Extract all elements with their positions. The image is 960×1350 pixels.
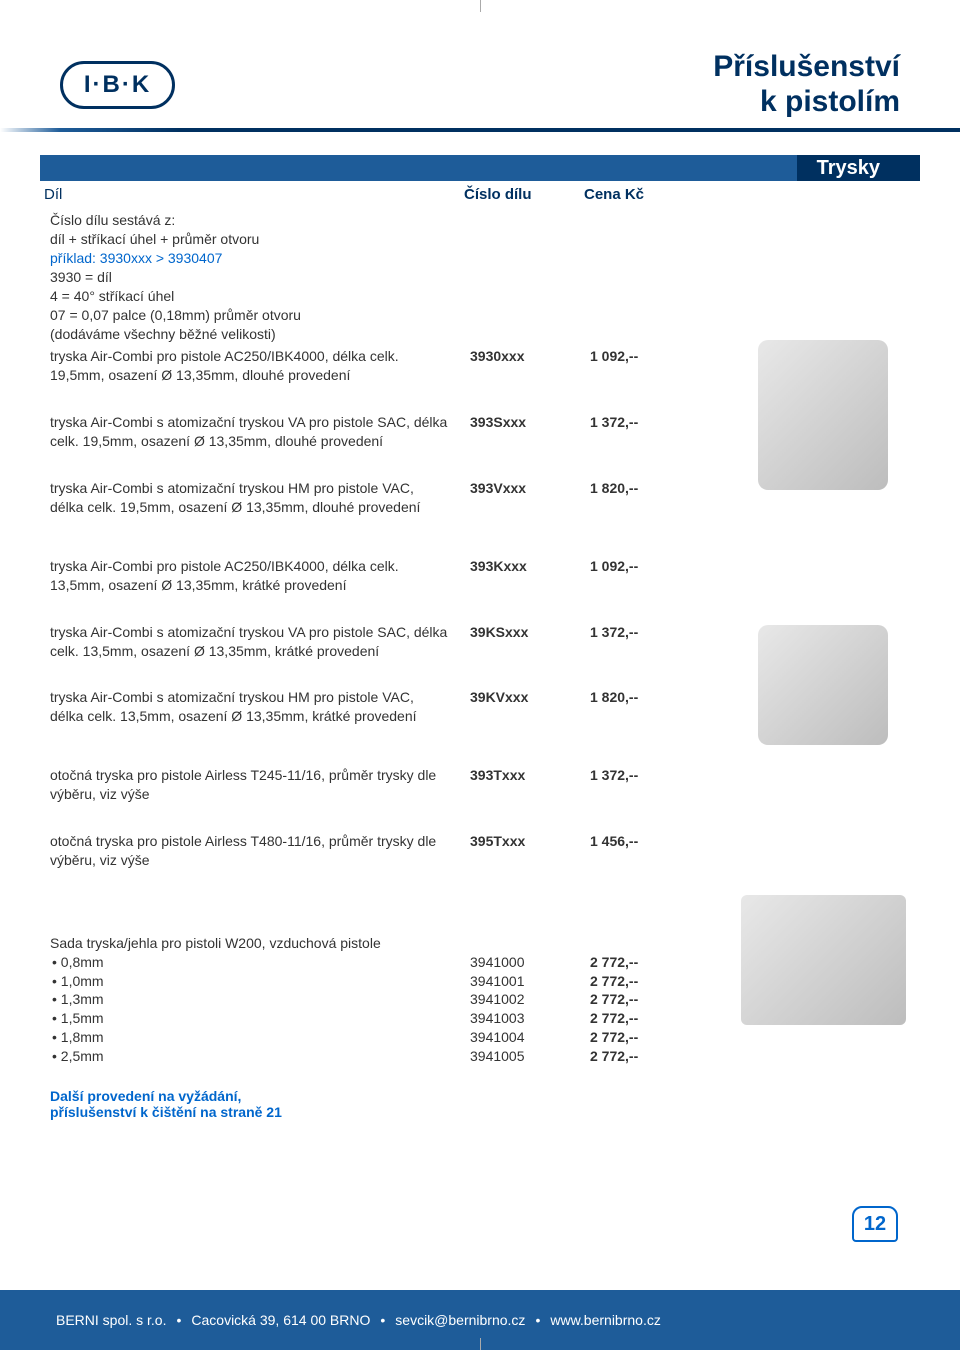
cell-desc: tryska Air-Combi pro pistole AC250/IBK40… (40, 555, 460, 597)
intro-row: Číslo dílu sestává z: díl + stříkací úhe… (40, 209, 690, 345)
cell-price: 1 456,-- (580, 830, 690, 872)
parts-table: Díl Číslo dílu Cena Kč Číslo dílu sestáv… (40, 181, 690, 1068)
cell-code: 393Vxxx (460, 477, 580, 519)
cell-price: 1 372,-- (580, 621, 690, 663)
cell-price: 1 820,-- (580, 686, 690, 728)
footer-sep: • (176, 1312, 181, 1328)
sada-code: 3941005 (470, 1047, 570, 1066)
list-item: 0,8mm (52, 953, 450, 972)
intro-line3: 3930 = díl (50, 268, 450, 287)
sada-title: Sada tryska/jehla pro pistoli W200, vzdu… (50, 934, 450, 953)
logo-mark: I·B·K (60, 61, 175, 109)
intro-example: příklad: 3930xxx > 3930407 (50, 249, 450, 268)
table-row: tryska Air-Combi s atomizační tryskou HM… (40, 477, 690, 519)
sada-price: 2 772,-- (590, 972, 680, 991)
note-block: Další provedení na vyžádání, příslušenst… (40, 1068, 920, 1140)
cell-desc: tryska Air-Combi s atomizační tryskou HM… (40, 686, 460, 728)
cell-desc: otočná tryska pro pistole Airless T245-1… (40, 764, 460, 806)
list-item: 1,0mm (52, 972, 450, 991)
table-row: tryska Air-Combi s atomizační tryskou HM… (40, 686, 690, 728)
footer-address: Cacovická 39, 614 00 BRNO (191, 1312, 370, 1328)
table-row: tryska Air-Combi s atomizační tryskou VA… (40, 411, 690, 453)
page-title: Příslušenství k pistolím (713, 50, 920, 119)
cell-code: 393Sxxx (460, 411, 580, 453)
col-header-code: Číslo dílu (460, 181, 580, 209)
footer-sep: • (380, 1312, 385, 1328)
sada-row: Sada tryska/jehla pro pistoli W200, vzdu… (40, 932, 690, 1068)
cell-code: 395Txxx (460, 830, 580, 872)
col-header-dil: Díl (40, 181, 460, 209)
intro-line6: (dodáváme všechny běžné velikosti) (50, 325, 450, 344)
sada-code: 3941001 (470, 972, 570, 991)
table-row: otočná tryska pro pistole Airless T480-1… (40, 830, 690, 872)
title-line2: k pistolím (713, 85, 900, 120)
intro-line4: 4 = 40° stříkací úhel (50, 287, 450, 306)
cell-price: 1 820,-- (580, 477, 690, 519)
cell-code: 3930xxx (460, 345, 580, 387)
col-header-price: Cena Kč (580, 181, 690, 209)
table-row: tryska Air-Combi s atomizační tryskou VA… (40, 621, 690, 663)
cell-desc: tryska Air-Combi pro pistole AC250/IBK40… (40, 345, 460, 387)
table-row: tryska Air-Combi pro pistole AC250/IBK40… (40, 345, 690, 387)
sada-price: 2 772,-- (590, 1047, 680, 1066)
cell-code: 393Kxxx (460, 555, 580, 597)
page-header: I·B·K Příslušenství k pistolím (40, 40, 920, 119)
header-underline (0, 128, 960, 132)
note-line1: Další provedení na vyžádání, (50, 1088, 910, 1104)
list-item: 1,3mm (52, 990, 450, 1009)
cell-desc: tryska Air-Combi s atomizační tryskou VA… (40, 621, 460, 663)
list-item: 1,8mm (52, 1028, 450, 1047)
sada-code: 3941000 (470, 953, 570, 972)
sada-price: 2 772,-- (590, 1028, 680, 1047)
page-number: 12 (852, 1206, 898, 1242)
footer-web: www.bernibrno.cz (550, 1312, 661, 1328)
intro-line5: 07 = 0,07 palce (0,18mm) průměr otvoru (50, 306, 450, 325)
sada-code: 3941004 (470, 1028, 570, 1047)
product-image-nozzle-short (758, 625, 888, 745)
note-line2: příslušenství k čištění na straně 21 (50, 1104, 910, 1120)
sada-price: 2 772,-- (590, 953, 680, 972)
list-item: 1,5mm (52, 1009, 450, 1028)
table-row: tryska Air-Combi pro pistole AC250/IBK40… (40, 555, 690, 597)
list-item: 2,5mm (52, 1047, 450, 1066)
intro-line1: Číslo dílu sestává z: (50, 211, 450, 230)
cell-price: 1 372,-- (580, 411, 690, 453)
cell-desc: otočná tryska pro pistole Airless T480-1… (40, 830, 460, 872)
section-label: Trysky (797, 155, 920, 181)
sada-price: 2 772,-- (590, 1009, 680, 1028)
intro-line2: díl + stříkací úhel + průměr otvoru (50, 230, 450, 249)
footer-sep: • (535, 1312, 540, 1328)
cell-price: 1 372,-- (580, 764, 690, 806)
footer-email: sevcik@bernibrno.cz (395, 1312, 525, 1328)
title-line1: Příslušenství (713, 50, 900, 85)
table-row: otočná tryska pro pistole Airless T245-1… (40, 764, 690, 806)
sada-code: 3941003 (470, 1009, 570, 1028)
cell-code: 393Txxx (460, 764, 580, 806)
sada-code: 3941002 (470, 990, 570, 1009)
section-bar: Trysky (40, 155, 920, 181)
sada-price: 2 772,-- (590, 990, 680, 1009)
cell-price: 1 092,-- (580, 555, 690, 597)
cell-price: 1 092,-- (580, 345, 690, 387)
product-image-nozzle-long (758, 340, 888, 490)
logo: I·B·K (60, 61, 175, 109)
table-header-row: Díl Číslo dílu Cena Kč (40, 181, 690, 209)
sada-list: 0,8mm 1,0mm 1,3mm 1,5mm 1,8mm 2,5mm (50, 953, 450, 1066)
cell-code: 39KVxxx (460, 686, 580, 728)
cell-desc: tryska Air-Combi s atomizační tryskou VA… (40, 411, 460, 453)
cell-code: 39KSxxx (460, 621, 580, 663)
cell-desc: tryska Air-Combi s atomizační tryskou HM… (40, 477, 460, 519)
product-image-airless-tip (741, 895, 906, 1025)
footer-company: BERNI spol. s r.o. (56, 1312, 166, 1328)
